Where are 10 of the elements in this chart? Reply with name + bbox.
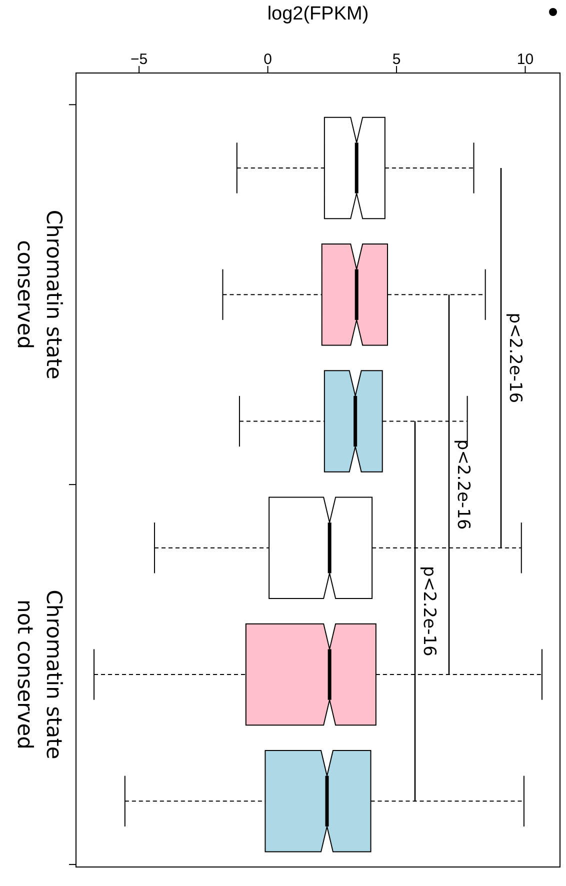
x-tick-label: 10 <box>516 51 534 68</box>
x-tick-label: −5 <box>130 51 148 68</box>
y-tick-label: Chromatin state conserved <box>13 210 66 380</box>
x-tick-label: 5 <box>392 51 401 68</box>
y-tick-label: Chromatin state not conserved <box>13 590 66 760</box>
annotation: p<2.2e-16 <box>453 439 473 530</box>
x-axis-title: log2(FPKM) <box>267 3 369 24</box>
annotation: p<2.2e-16 <box>505 312 525 404</box>
x-tick-label: 0 <box>264 51 272 68</box>
annotation: p<2.2e-16 <box>419 566 439 656</box>
